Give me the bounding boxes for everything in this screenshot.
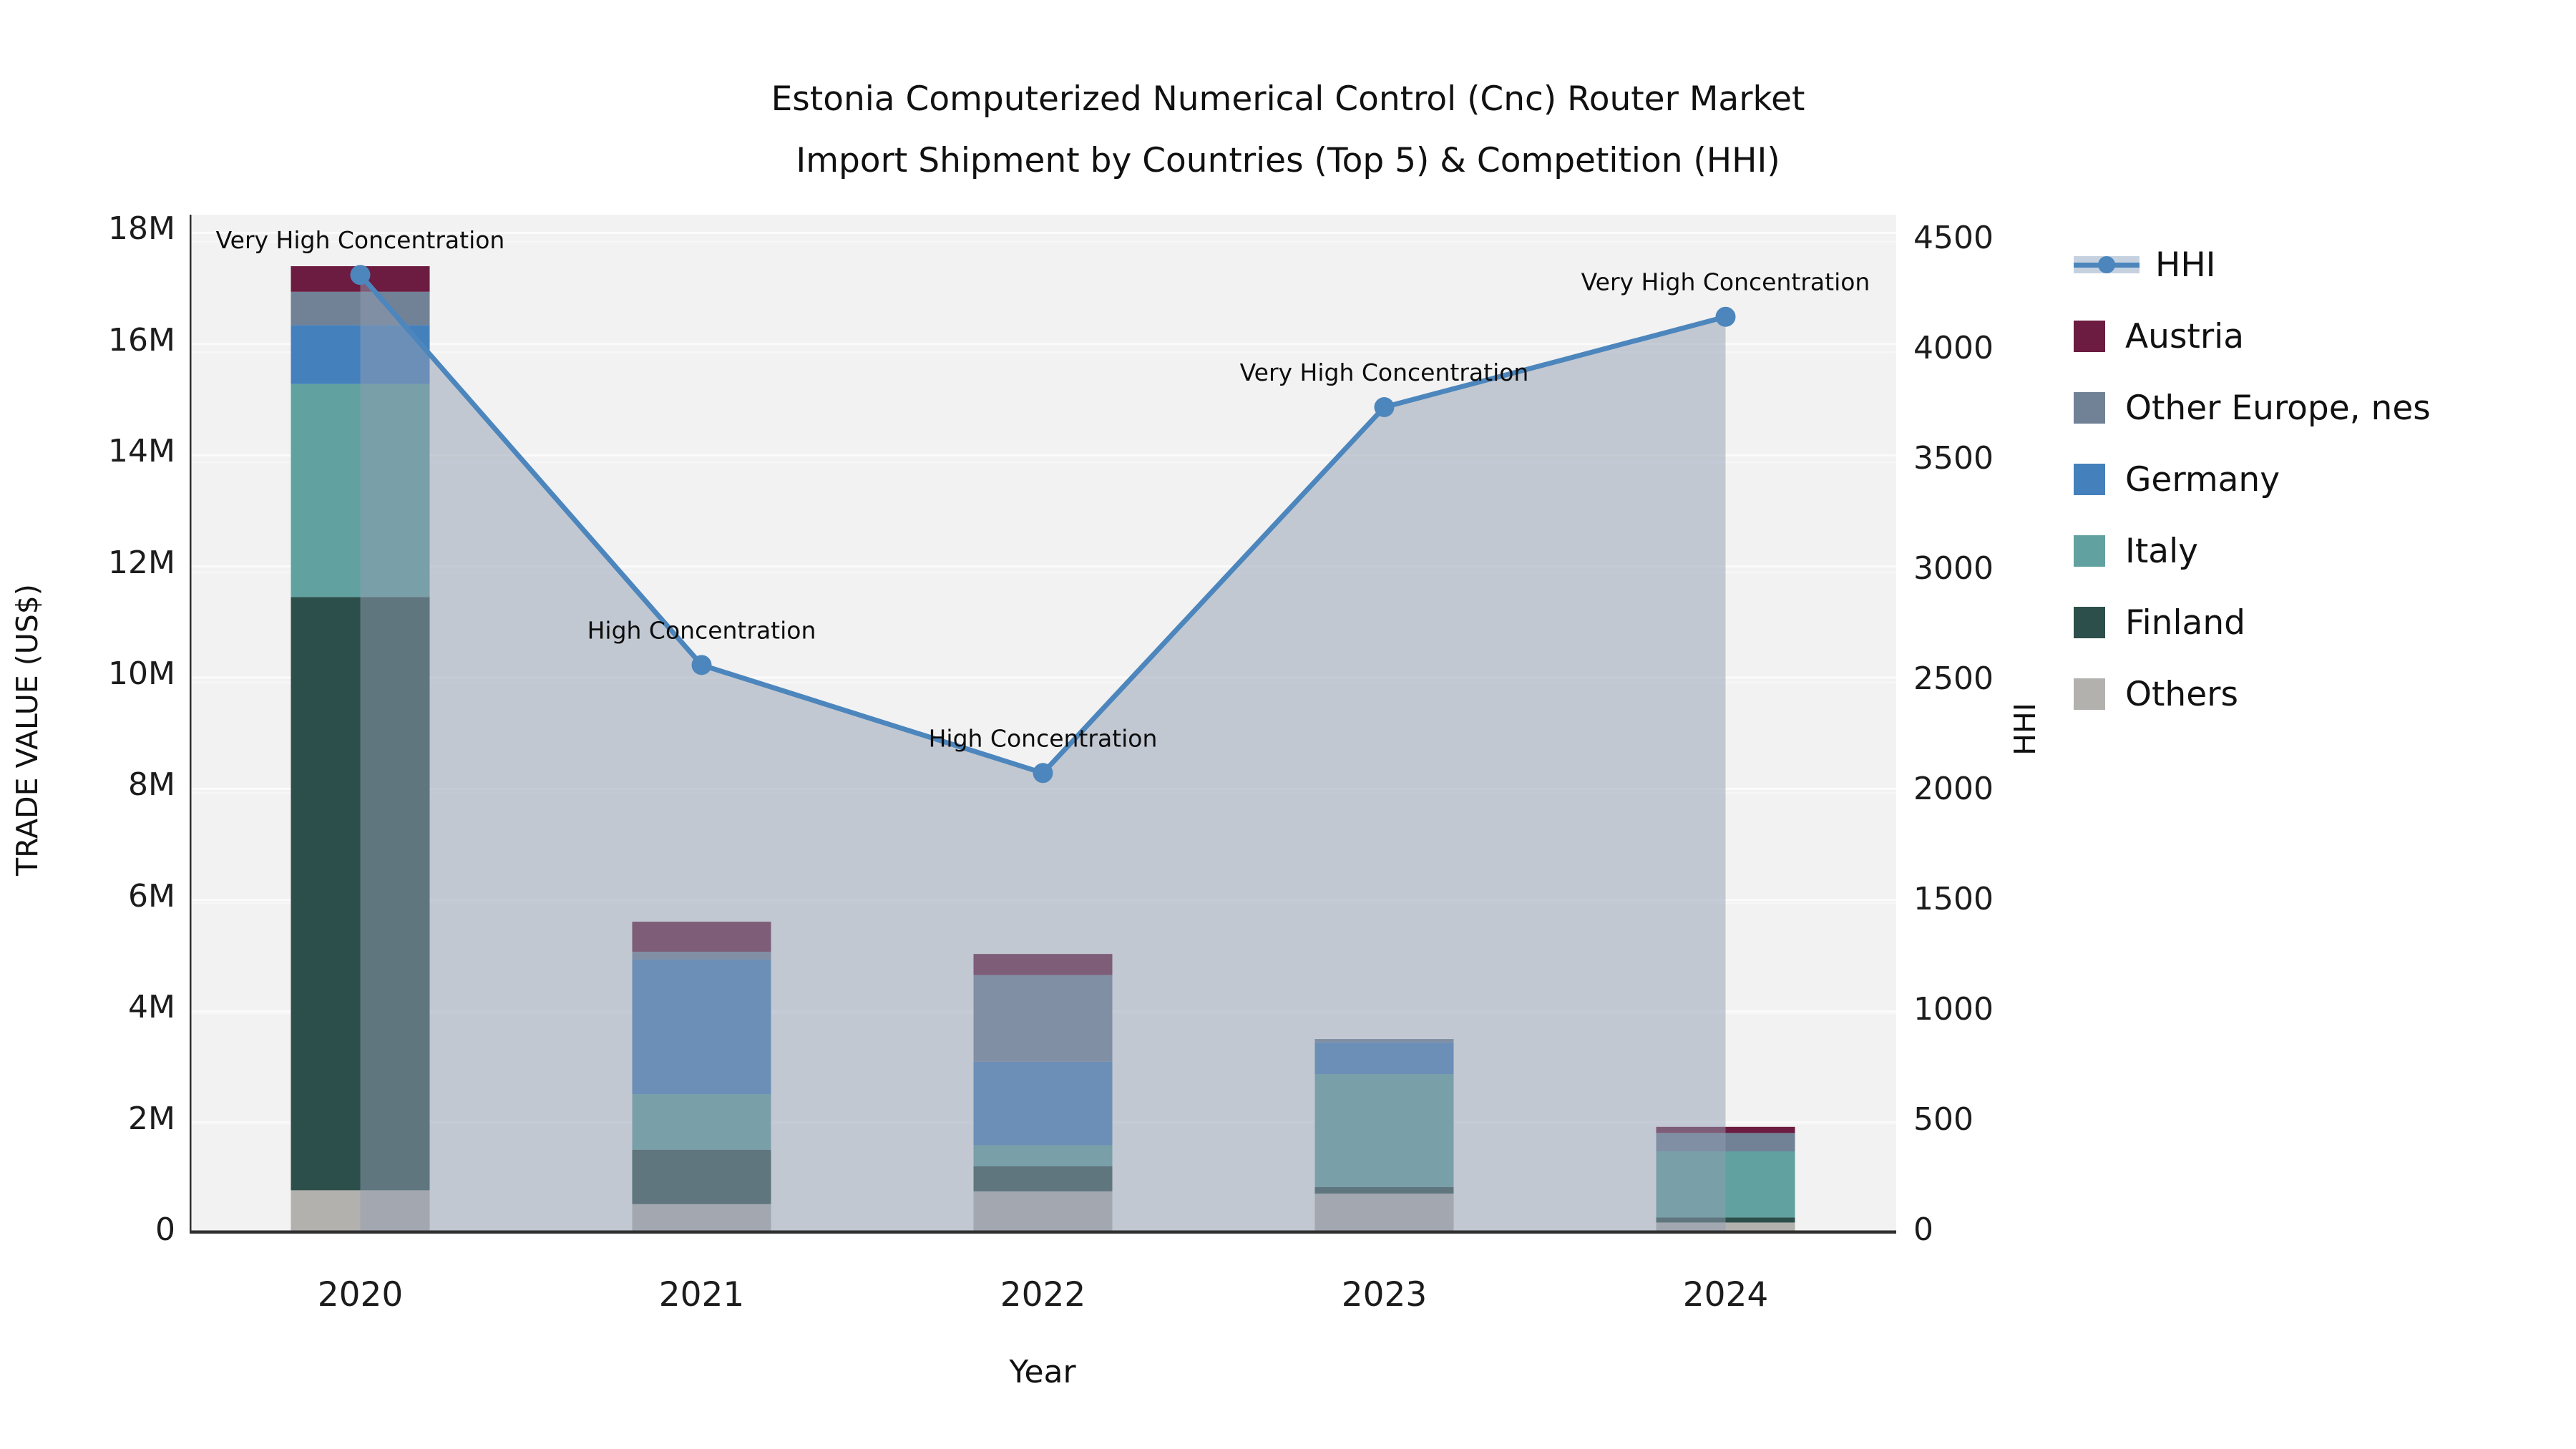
legend-label: Others xyxy=(2125,674,2238,714)
chart-title: Estonia Computerized Numerical Control (… xyxy=(0,69,2576,192)
x-tick-label: 2021 xyxy=(658,1275,745,1314)
germany-swatch-icon xyxy=(2074,464,2105,495)
legend-item-italy: Italy xyxy=(2074,515,2431,587)
y-right-tick-label: 2500 xyxy=(1913,660,1994,697)
chart-canvas: Very High Concentration High Concentratio… xyxy=(190,215,1896,1234)
y-right-tick-label: 1500 xyxy=(1913,881,1994,917)
legend-label: Austria xyxy=(2125,316,2245,356)
plot-area: Very High Concentration High Concentratio… xyxy=(190,215,1896,1234)
y-right-tick-label: 0 xyxy=(1913,1211,1933,1248)
hhi-annotation-2020: Very High Concentration xyxy=(216,226,505,254)
others-swatch-icon xyxy=(2074,678,2105,710)
x-tick-label: 2022 xyxy=(1000,1275,1086,1314)
legend-item-austria: Austria xyxy=(2074,301,2431,372)
x-tick-label: 2023 xyxy=(1341,1275,1428,1314)
chart-title-line1: Estonia Computerized Numerical Control (… xyxy=(771,79,1805,119)
legend: HHI Austria Other Europe, nes Germany It… xyxy=(2074,229,2431,730)
x-tick-label: 2020 xyxy=(317,1275,404,1314)
y-right-tick-label: 4500 xyxy=(1913,220,1994,256)
y-right-tick-label: 1000 xyxy=(1913,991,1994,1028)
y-left-tick-label: 18M xyxy=(108,210,175,248)
y-left-tick-label: 6M xyxy=(128,877,175,914)
legend-label: Italy xyxy=(2125,531,2198,571)
y-axis-title-right: HHI xyxy=(2008,703,2042,756)
hhi-area xyxy=(360,275,1726,1234)
legend-item-germany: Germany xyxy=(2074,444,2431,515)
legend-label: Germany xyxy=(2125,459,2280,499)
hhi-marker-2021 xyxy=(691,655,712,675)
legend-item-other-europe: Other Europe, nes xyxy=(2074,372,2431,444)
y-axis-title-left: TRADE VALUE (US$) xyxy=(10,584,44,876)
y-right-tick-label: 3500 xyxy=(1913,440,1994,477)
x-axis-title: Year xyxy=(1009,1354,1076,1390)
finland-swatch-icon xyxy=(2074,607,2105,638)
hhi-marker-2024 xyxy=(1715,306,1736,327)
austria-swatch-icon xyxy=(2074,321,2105,352)
y-right-tick-label: 4000 xyxy=(1913,330,1994,366)
hhi-annotation-2024: Very High Concentration xyxy=(1581,268,1870,296)
legend-item-finland: Finland xyxy=(2074,587,2431,658)
hhi-annotation-2022: High Concentration xyxy=(929,724,1158,752)
y-left-tick-label: 10M xyxy=(108,655,175,692)
hhi-marker-2020 xyxy=(350,265,371,286)
hhi-line-swatch-icon xyxy=(2074,249,2140,280)
italy-swatch-icon xyxy=(2074,535,2105,567)
hhi-annotation-2023: Very High Concentration xyxy=(1240,358,1529,386)
legend-label: HHI xyxy=(2155,245,2216,285)
other-europe-swatch-icon xyxy=(2074,392,2105,424)
y-left-tick-label: 0 xyxy=(155,1211,175,1248)
y-left-tick-label: 2M xyxy=(128,1100,175,1137)
hhi-annotation-2021: High Concentration xyxy=(587,616,816,644)
y-left-tick-label: 8M xyxy=(128,766,175,804)
legend-label: Other Europe, nes xyxy=(2125,388,2431,428)
legend-label: Finland xyxy=(2125,602,2245,643)
y-left-tick-label: 4M xyxy=(128,989,175,1026)
legend-item-others: Others xyxy=(2074,658,2431,730)
y-right-tick-label: 500 xyxy=(1913,1101,1974,1138)
x-tick-label: 2024 xyxy=(1682,1275,1769,1314)
legend-item-hhi: HHI xyxy=(2074,229,2431,301)
y-left-tick-label: 14M xyxy=(108,433,175,470)
y-left-tick-label: 16M xyxy=(108,321,175,358)
y-left-tick-label: 12M xyxy=(108,544,175,581)
y-right-tick-label: 2000 xyxy=(1913,771,1994,807)
chart-title-line2: Import Shipment by Countries (Top 5) & C… xyxy=(796,141,1780,180)
hhi-marker-2023 xyxy=(1374,397,1395,417)
hhi-marker-2022 xyxy=(1033,763,1053,784)
y-right-tick-label: 3000 xyxy=(1913,550,1994,587)
